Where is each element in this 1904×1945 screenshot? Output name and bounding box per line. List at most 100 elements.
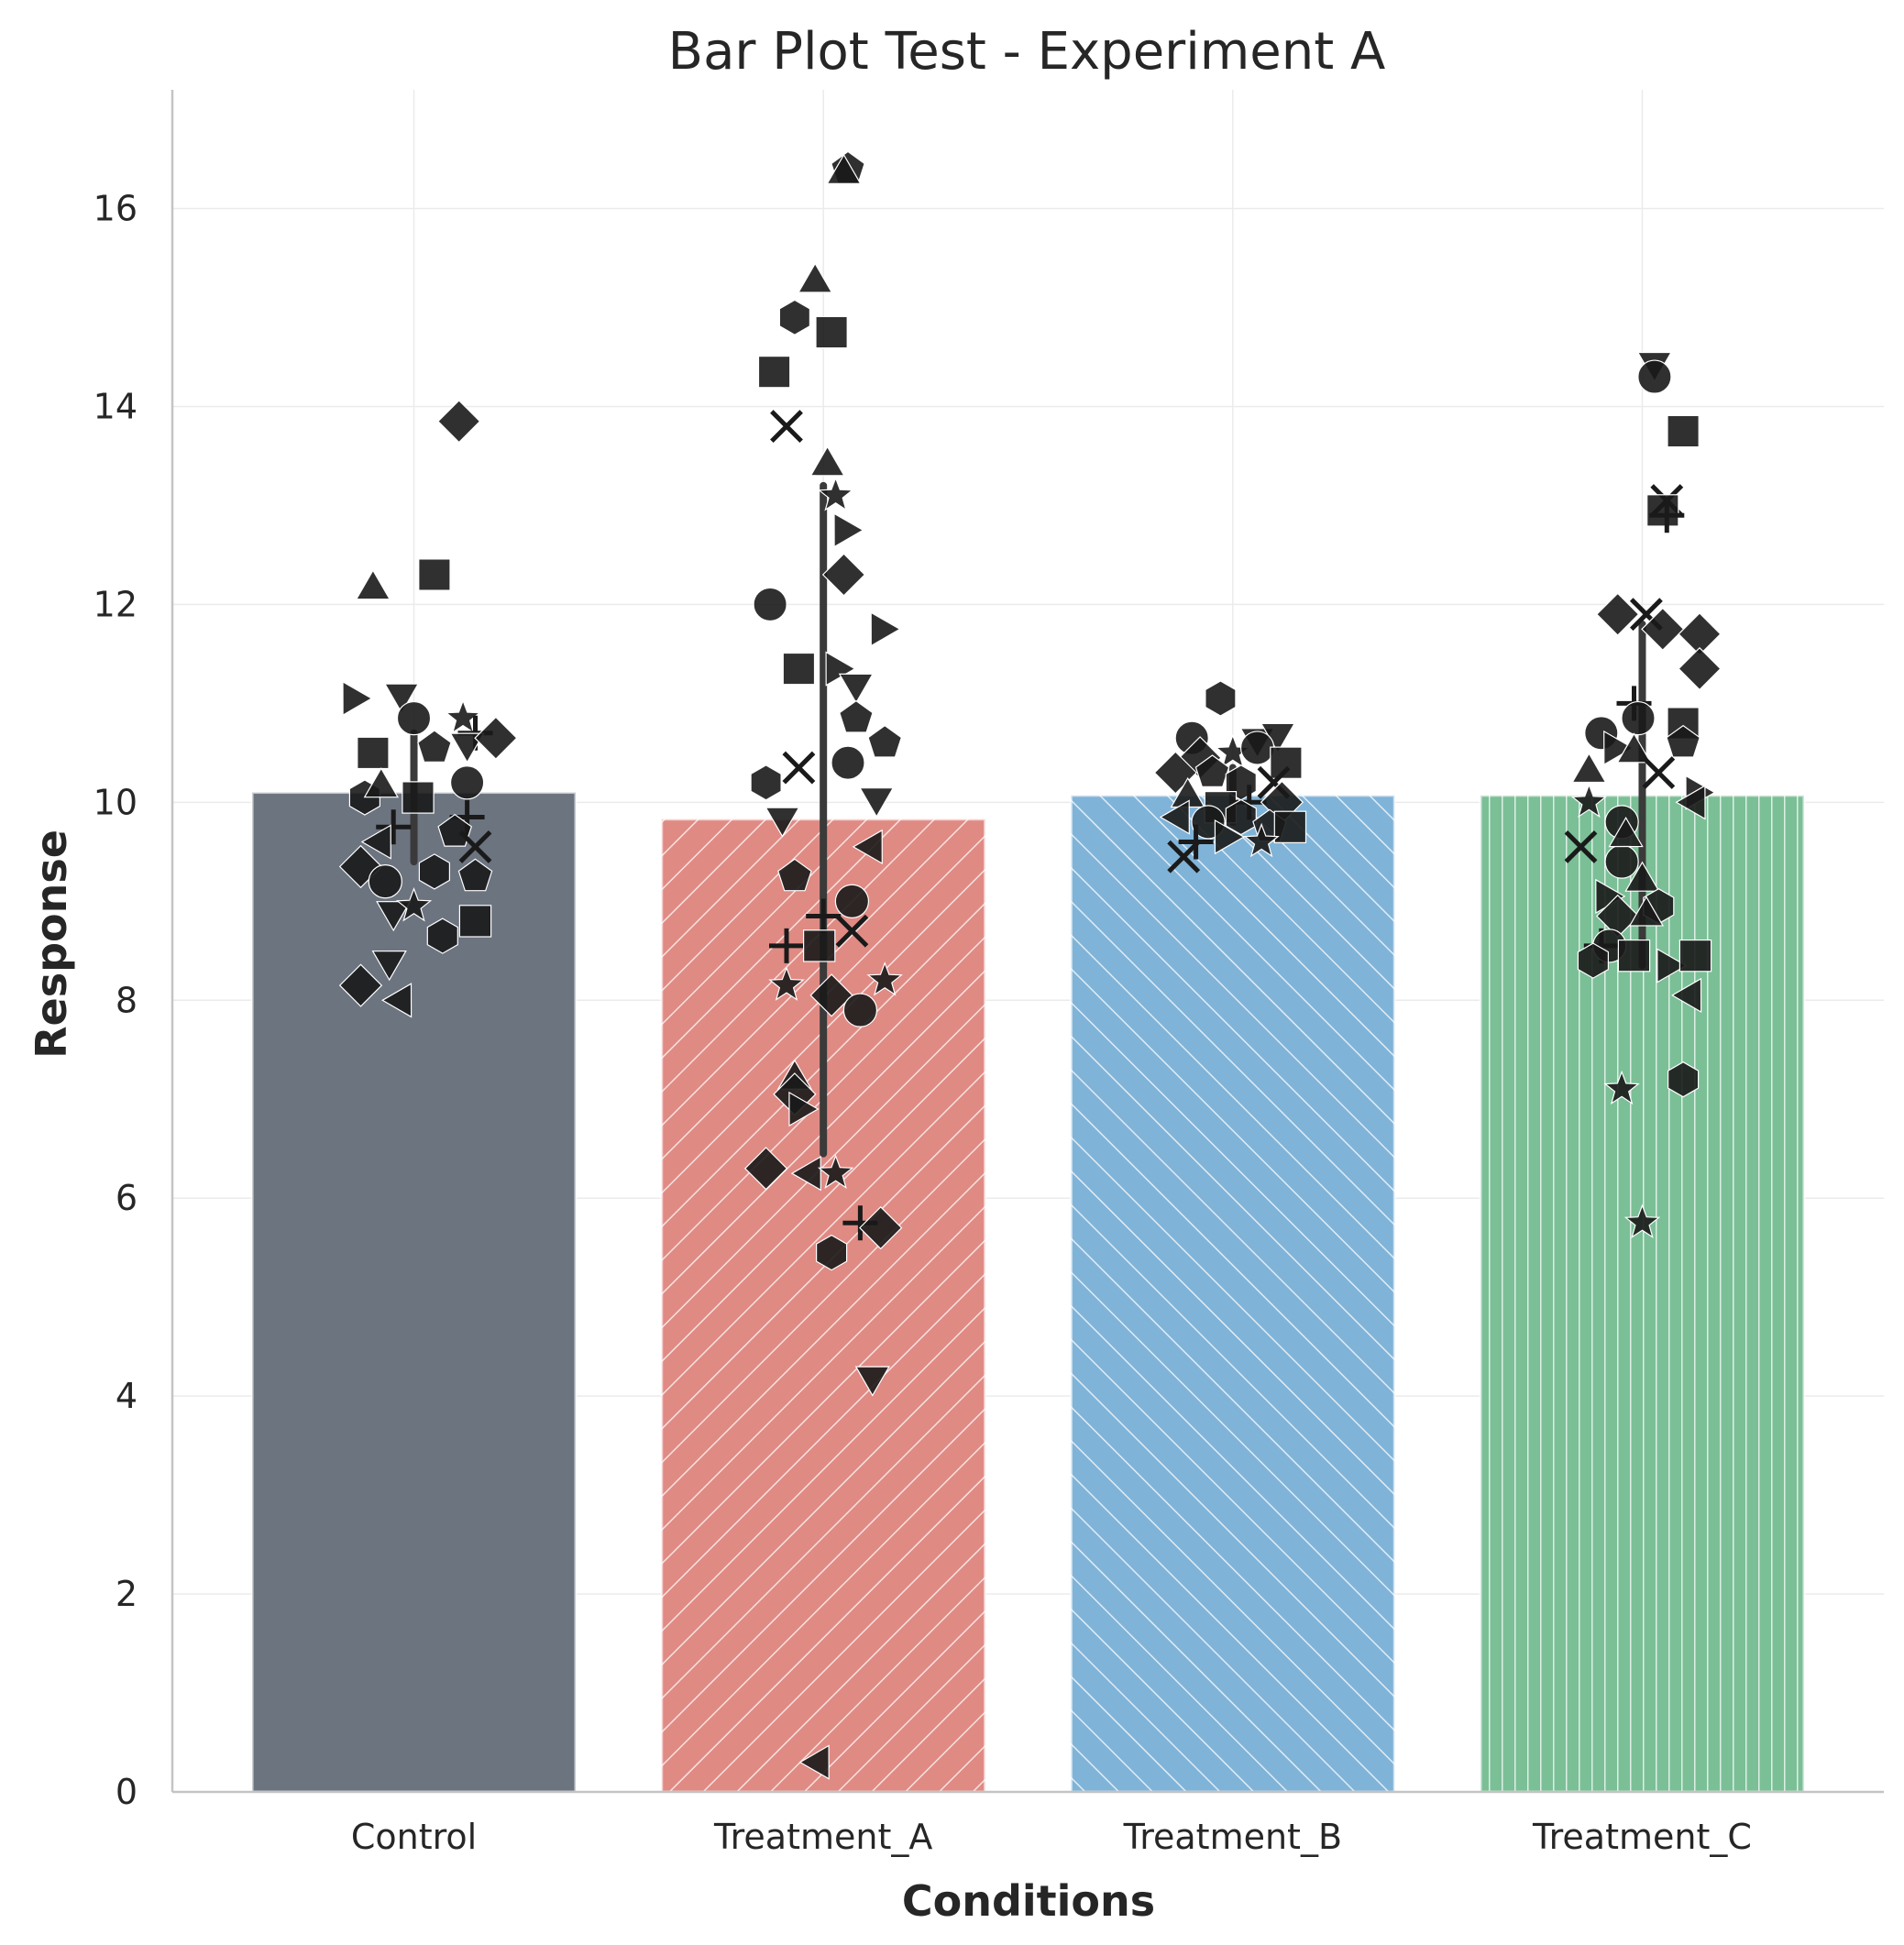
data-point (825, 651, 856, 687)
star-marker (768, 966, 805, 1001)
data-point (376, 809, 412, 845)
y-tick-label: 16 (94, 189, 138, 229)
triangle-up-marker (809, 445, 845, 477)
data-point (778, 299, 811, 335)
diamond-marker (474, 716, 518, 760)
data-point (1577, 942, 1610, 979)
triangle-left-marker (798, 1744, 830, 1780)
triangle-right-marker (825, 651, 856, 687)
data-point (383, 683, 420, 714)
circle-marker (1621, 700, 1656, 736)
square-marker (1270, 746, 1303, 779)
triangle-down-marker (371, 950, 407, 982)
data-point (395, 886, 433, 922)
data-point (768, 966, 805, 1001)
square-marker (757, 356, 791, 389)
bar-treatment-a (660, 818, 987, 1794)
triangle-down-marker (859, 786, 895, 819)
triangle-up-marker (1624, 861, 1660, 892)
triangle-down-marker (765, 807, 800, 838)
data-point (1675, 785, 1706, 820)
data-point (338, 963, 383, 1007)
triangle-down-marker (854, 1366, 890, 1397)
square-marker (357, 736, 390, 770)
data-point (770, 410, 803, 444)
data-point (458, 830, 492, 863)
data-point (1571, 752, 1607, 784)
data-point (1667, 414, 1700, 448)
data-point (426, 918, 458, 954)
circle-marker (1637, 359, 1672, 394)
x-axis-label: Conditions (902, 1876, 1155, 1926)
triangle-down-marker (838, 673, 875, 704)
circle-marker (1239, 731, 1275, 765)
triangle-down-marker (383, 683, 420, 714)
hexagon-marker (1205, 680, 1237, 717)
data-point (866, 961, 903, 996)
data-point (396, 700, 432, 736)
pentagon-marker (839, 699, 874, 733)
star-marker (817, 1154, 854, 1189)
data-point (859, 1205, 903, 1250)
data-point (474, 716, 518, 760)
triangle-up-marker (355, 569, 391, 600)
data-point (815, 315, 848, 349)
x-tick-label: Control (351, 1817, 477, 1857)
triangle-left-marker (1670, 977, 1702, 1014)
hexagon-marker (1225, 798, 1257, 836)
triangle-left-marker (360, 824, 391, 860)
data-point (815, 1234, 848, 1271)
data-point (1159, 799, 1190, 835)
circle-marker (842, 993, 878, 1027)
data-point (803, 929, 836, 962)
data-point (1273, 810, 1307, 843)
data-point (1628, 896, 1665, 927)
pentagon-marker (867, 724, 903, 758)
x-marker (1167, 840, 1201, 874)
square-marker (1273, 810, 1307, 843)
triangle-left-marker (852, 829, 883, 865)
star-marker (395, 886, 433, 922)
data-point (458, 905, 492, 938)
data-point (809, 973, 853, 1017)
triangle-right-marker (342, 680, 373, 717)
square-marker (803, 929, 836, 962)
hexagon-marker (778, 299, 811, 335)
bar-fill (250, 791, 578, 1794)
data-point (1641, 607, 1685, 652)
data-point (777, 858, 812, 892)
triangle-right-marker (1214, 819, 1246, 855)
data-point (769, 928, 804, 963)
data-point (817, 476, 854, 511)
strip-points (338, 150, 1722, 1780)
data-point (418, 853, 450, 890)
data-point (867, 724, 903, 758)
plus-marker (769, 928, 804, 963)
triangle-left-marker (790, 1156, 821, 1192)
triangle-up-marker (1628, 896, 1665, 927)
data-point (765, 807, 800, 838)
data-point (750, 764, 782, 801)
hexagon-marker (750, 764, 782, 801)
plus-marker (1649, 498, 1685, 533)
data-point (798, 1744, 830, 1780)
diamond-marker (1678, 646, 1722, 691)
data-point (363, 767, 399, 798)
x-marker (770, 410, 803, 444)
data-point (833, 512, 864, 548)
data-point (821, 553, 866, 597)
data-point (368, 864, 402, 899)
data-point (357, 736, 390, 770)
square-marker (458, 905, 492, 938)
diamond-marker (859, 1205, 903, 1250)
bar-control (250, 791, 578, 1794)
square-marker (1617, 939, 1651, 972)
data-point (437, 400, 481, 444)
data-point (1617, 939, 1651, 972)
error-bars (410, 481, 1646, 1158)
triangle-right-marker (833, 512, 864, 548)
triangle-up-marker (1608, 816, 1644, 848)
pentagon-marker (1194, 754, 1230, 787)
data-point (342, 680, 373, 717)
y-tick-labels: 0 2 4 6 8 10 12 14 16 (94, 189, 138, 1812)
